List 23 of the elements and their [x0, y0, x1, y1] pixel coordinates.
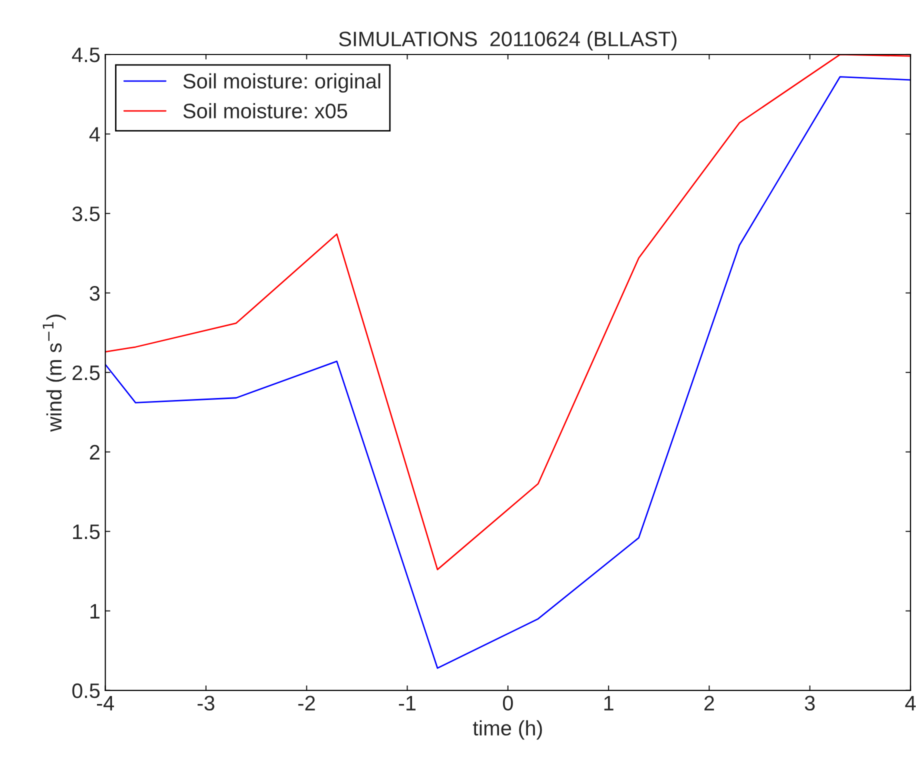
x-tick-label: 2 — [704, 696, 714, 710]
x-tick-label: -2 — [298, 696, 315, 710]
y-axis-title: wind (m s$^{−1}$) — [42, 314, 66, 432]
y-tick-label: 4 — [89, 127, 100, 142]
x-tick-label: 1 — [604, 696, 614, 710]
x-tick-label: -4 — [97, 696, 114, 710]
y-tick-label: 1.5 — [73, 524, 100, 540]
x-axis-title: time (h) — [472, 720, 542, 740]
x-tick-label: 0 — [502, 696, 513, 711]
x-tick-label: -3 — [198, 696, 214, 711]
y-tick-label: 2.5 — [72, 365, 100, 380]
chart-title: SIMULATIONS 20110624 (BLLAST) — [339, 31, 676, 50]
y-tick-label: 3 — [90, 286, 100, 301]
x-tick-label: 4 — [905, 696, 916, 710]
y-tick-label: 2 — [90, 444, 100, 460]
legend-label: Soil moisture: x05 — [183, 103, 348, 118]
y-tick-label: 0.5 — [72, 683, 100, 698]
legend-label: Soil moisture: original — [183, 73, 380, 93]
y-tick-label: 4.5 — [72, 48, 100, 62]
y-tick-label: 3.5 — [72, 206, 100, 222]
x-tick-label: -1 — [398, 696, 416, 710]
y-tick-label: 1 — [90, 604, 100, 618]
x-tick-label: 3 — [804, 696, 815, 711]
